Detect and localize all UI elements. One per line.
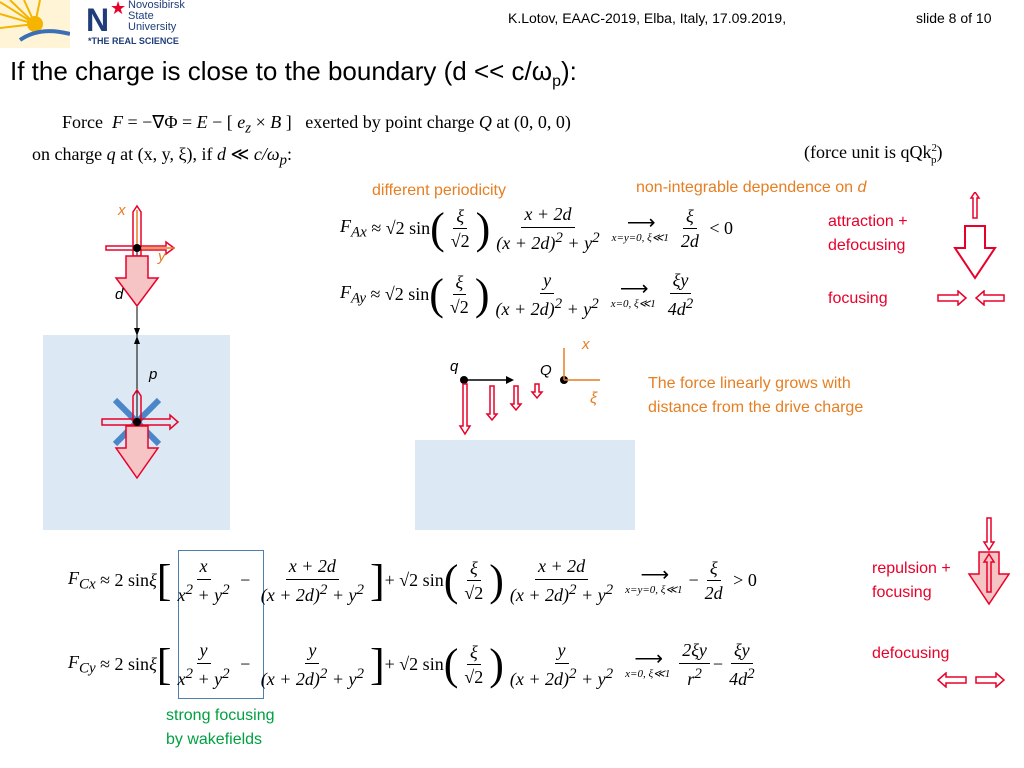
logo-line-2: State xyxy=(128,10,154,22)
formula-fcy: FCy ≈ 2 sin ξ [y x2 + y2 − y (x + 2d)2 + y… xyxy=(68,639,755,689)
logo-line-3: University xyxy=(128,21,177,33)
sun-logo-icon xyxy=(0,0,70,48)
boundary-diagram xyxy=(43,204,230,530)
label-Q: Q xyxy=(540,362,552,379)
label-d: d xyxy=(115,286,124,303)
formula-fax: FAx ≈ √2 sin (ξ √2) x + 2d (x + 2d)2 + y2 … xyxy=(340,203,734,253)
note-strong-focusing: strong focusing by wakefields xyxy=(166,707,275,748)
logo-tagline: *THE REAL SCIENCE xyxy=(88,36,179,46)
note-repulsion: repulsion + focusing xyxy=(872,560,951,601)
note-periodicity: different periodicity xyxy=(372,182,506,199)
logo-star-icon: ★ xyxy=(110,0,127,18)
label-x-top: x xyxy=(118,202,126,219)
slide-number: slide 8 of 10 xyxy=(916,10,992,26)
note-nonintegrable: non-integrable dependence on d xyxy=(636,179,867,196)
slide-title: If the charge is close to the boundary (… xyxy=(10,56,577,91)
label-p: p xyxy=(149,366,158,383)
university-logo: N ★ Novosibirsk State University *THE RE… xyxy=(0,0,200,50)
label-q: q xyxy=(450,358,459,375)
logo-line-1: Novosibirsk xyxy=(128,0,185,11)
wakefield-box xyxy=(178,550,264,699)
label-y-top: y xyxy=(158,248,166,265)
note-linear-growth: The force linearly grows with distance f… xyxy=(648,375,864,416)
force-definition: Force F = −∇Φ = E − [ ez × B ] exerted b… xyxy=(62,112,571,137)
title-subscript: p xyxy=(552,73,561,91)
force-condition: on charge q at (x, y, ξ), if d ≪ c/ωp: xyxy=(32,144,293,169)
attraction-arrows-icon xyxy=(953,192,997,280)
force-unit: (force unit is qQk2p) xyxy=(804,142,943,166)
plasma-region-middle xyxy=(415,440,635,530)
formula-fcx: FCx ≈ 2 sin ξ [x x2 + y2 − x + 2d (x + 2d)… xyxy=(68,555,757,605)
note-attraction: attraction + defocusing xyxy=(828,213,908,254)
drive-charge-diagram xyxy=(415,348,635,530)
header-meta: K.Lotov, EAAC-2019, Elba, Italy, 17.09.2… xyxy=(508,10,787,26)
formula-fay: FAy ≈ √2 sin (ξ √2) y (x + 2d)2 + y2 ⟶ x=0,… xyxy=(340,269,694,319)
repulsion-arrows-icon xyxy=(967,517,1010,606)
focusing-arrows-icon xyxy=(937,290,1005,306)
logo-letter: N xyxy=(86,2,110,38)
label-xi: ξ xyxy=(590,390,598,407)
label-x-mid: x xyxy=(582,336,590,353)
defocusing-arrows-icon xyxy=(936,672,1006,688)
note-focusing: focusing xyxy=(828,290,888,307)
logo-name: Novosibirsk State University xyxy=(128,0,185,33)
note-defocusing: defocusing xyxy=(872,645,950,662)
